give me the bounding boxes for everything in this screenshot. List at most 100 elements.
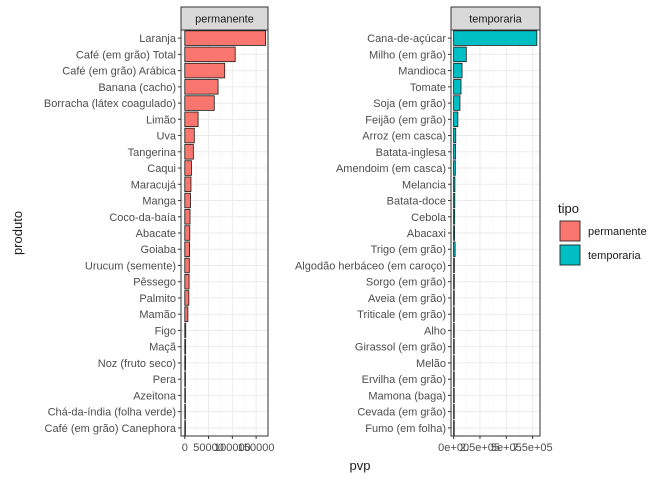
bar — [184, 79, 219, 95]
y-tick-label: Maracujá — [131, 179, 177, 191]
legend-key-swatch — [559, 244, 581, 266]
bar — [453, 241, 456, 257]
y-tick-label: Noz (fruto seco) — [98, 358, 176, 370]
bar — [184, 46, 236, 63]
y-tick-label: Cebola — [411, 212, 447, 224]
bar — [184, 387, 186, 404]
bar — [184, 176, 192, 192]
y-tick-label: Borracha (látex coagulado) — [44, 98, 176, 110]
bar — [184, 111, 199, 128]
bar — [184, 30, 267, 46]
y-tick-label: Trigo (em grão) — [371, 244, 446, 256]
bar — [184, 209, 191, 225]
bar — [453, 257, 455, 274]
y-tick-label: Fumo (em folha) — [365, 423, 446, 435]
bar — [453, 176, 456, 192]
bar — [453, 144, 456, 160]
bar — [453, 111, 459, 128]
bar — [453, 30, 538, 46]
bar — [453, 387, 455, 404]
y-tick-label: Coco-da-baía — [109, 212, 177, 224]
y-tick-label: Mamona (baga) — [368, 390, 446, 402]
bar — [184, 192, 191, 209]
legend: tipo permanente temporaria — [558, 201, 647, 266]
bar — [184, 420, 186, 436]
y-tick-label: Abacaxi — [407, 228, 446, 240]
y-tick-label: Sorgo (em grão) — [366, 277, 446, 289]
bar — [184, 355, 186, 371]
bar — [184, 241, 190, 257]
y-tick-label: Manga — [142, 196, 177, 208]
y-tick-label: Café (em grão) Arábica — [62, 66, 177, 78]
y-tick-label: Girassol (em grão) — [355, 342, 446, 354]
bar — [184, 62, 226, 79]
y-tick-label: Tangerina — [128, 147, 177, 159]
y-tick-label: Milho (em grão) — [369, 49, 446, 61]
y-tick-label: Abacate — [136, 228, 176, 240]
bar — [453, 62, 463, 79]
y-tick-label: Mamão — [139, 309, 176, 321]
bar — [184, 322, 187, 339]
y-tick-label: Figo — [155, 325, 176, 337]
bar — [453, 192, 456, 209]
y-tick-label: Soja (em grão) — [373, 98, 446, 110]
bar — [453, 420, 455, 436]
bar — [453, 403, 455, 420]
panel-permanente: permanente Laranja Café (em grão) Total Caf… — [44, 6, 275, 454]
legend-label: permanente — [588, 226, 647, 238]
facet-strip-label: temporaria — [469, 14, 522, 26]
bar — [184, 95, 215, 111]
bar — [184, 403, 186, 420]
y-tick-label: Algodão herbáceo (em caroço) — [295, 260, 446, 272]
x-tick-label: 0e+00 — [438, 442, 469, 454]
x-tick-label: 100000 — [214, 442, 251, 454]
y-tick-label: Cana-de-açúcar — [367, 33, 446, 45]
x-tick-label: 0 — [182, 442, 188, 454]
y-tick-label: Maçã — [149, 342, 177, 354]
y-axis-title: produto — [10, 211, 25, 255]
y-tick-label: Limão — [146, 114, 176, 126]
y-tick-label: Azeitona — [133, 390, 177, 402]
bar — [453, 160, 456, 176]
legend-title: tipo — [558, 201, 579, 216]
y-tick-label: Café (em grão) Total — [76, 49, 176, 61]
y-tick-label: Melancia — [402, 179, 447, 191]
bar — [184, 338, 187, 355]
bar — [453, 79, 462, 95]
bar — [184, 127, 195, 144]
x-axis-title: pvp — [350, 458, 371, 473]
bar — [453, 338, 455, 355]
legend-key-swatch — [559, 220, 581, 242]
y-tick-label: Palmito — [139, 293, 176, 305]
y-tick-label: Pêssego — [133, 277, 176, 289]
y-tick-label: Ervilha (em grão) — [362, 374, 446, 386]
y-tick-label: Feijão (em grão) — [365, 114, 446, 126]
panel-temporaria: temporaria Cana-de-açúcar Milho (em grão) M… — [295, 6, 553, 454]
x-tick-label: 150000 — [238, 442, 275, 454]
y-tick-label: Café (em grão) Canephora — [45, 423, 177, 435]
y-tick-label: Laranja — [139, 33, 177, 45]
y-tick-label: Triticale (em grão) — [357, 309, 446, 321]
x-tick-label: 5e+05 — [491, 442, 522, 454]
y-tick-label: Urucum (semente) — [85, 260, 176, 272]
bar — [184, 306, 189, 322]
bar — [184, 371, 186, 387]
bar — [453, 127, 457, 144]
bar — [453, 95, 461, 111]
y-tick-label: Uva — [156, 131, 176, 143]
bar — [184, 290, 190, 306]
bar — [453, 306, 455, 322]
bar — [453, 225, 455, 241]
y-tick-label: Alho — [424, 325, 446, 337]
y-tick-label: Aveia (em grão) — [368, 293, 446, 305]
y-tick-label: Cevada (em grão) — [357, 407, 446, 419]
bar — [184, 225, 191, 241]
x-tick-label: 7.5e+05 — [513, 442, 553, 454]
bar — [453, 290, 455, 306]
x-tick-label: 50000 — [193, 442, 224, 454]
legend-label: temporaria — [588, 250, 641, 262]
bar — [453, 46, 467, 63]
bar — [184, 257, 190, 274]
y-tick-label: Pera — [153, 374, 177, 386]
